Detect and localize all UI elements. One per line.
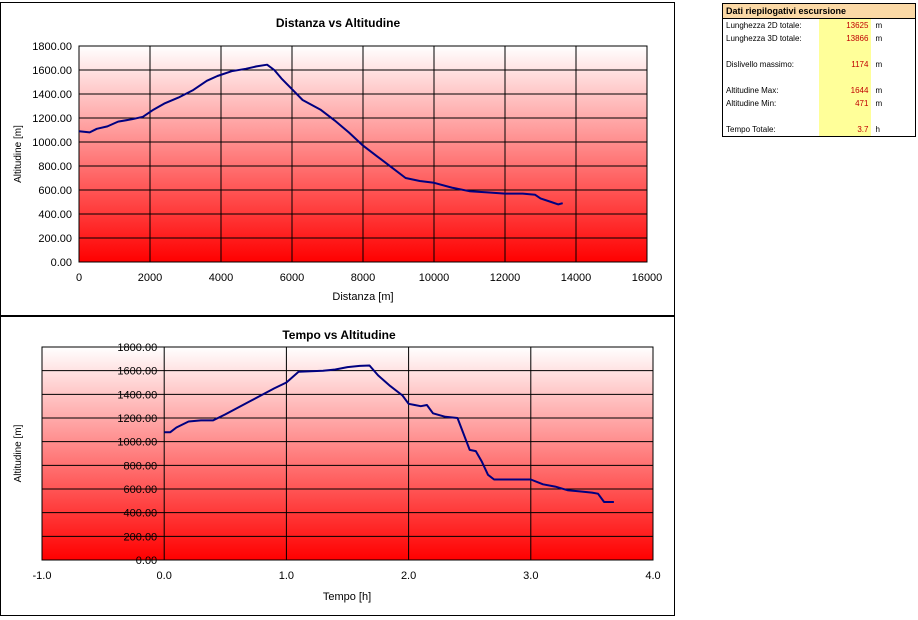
summary-value: 471 — [818, 97, 872, 110]
summary-label: Altitudine Min: — [726, 99, 777, 108]
y-tick-label: 800.00 — [38, 161, 72, 173]
summary-row-dislivello: Dislivello massimo: 1174 m — [723, 58, 915, 71]
summary-row-alt-max: Altitudine Max: 1644 m — [723, 84, 915, 97]
summary-title: Dati riepilogativi escursione — [723, 4, 915, 19]
x-tick-label: 10000 — [419, 272, 450, 284]
y-tick-label: 1400.00 — [32, 89, 72, 101]
y-tick-label: 1600.00 — [32, 65, 72, 77]
summary-value: 1174 — [818, 58, 872, 71]
summary-value: 3.7 — [818, 123, 872, 136]
x-tick-label: 4.0 — [645, 570, 660, 582]
x-tick-label: 3.0 — [523, 570, 538, 582]
altitude-series-line — [164, 364, 614, 503]
y-tick-label: 200.00 — [124, 531, 158, 543]
y-tick-label: 600.00 — [124, 484, 158, 496]
x-tick-label: 1.0 — [279, 570, 294, 582]
y-tick-label: 1000.00 — [117, 437, 157, 449]
summary-row-3d: Lunghezza 3D totale: 13866 m — [723, 32, 915, 45]
summary-unit: m — [875, 34, 883, 43]
x-tick-label: 14000 — [561, 272, 592, 284]
chart-tempo-altitudine: 0.00 200.00 400.00 600.00 800.00 1000.00 1200.… — [0, 316, 675, 616]
y-axis-label: Altitudine [m] — [13, 125, 24, 183]
y-tick-label: 400.00 — [124, 508, 158, 520]
chart-distanza-altitudine: 0.00 200.00 400.00 600.00 800.00 1000.00 1200.… — [0, 2, 675, 316]
y-tick-label: 400.00 — [38, 209, 72, 221]
x-tick-label: 0 — [76, 272, 82, 284]
x-tick-label: 8000 — [351, 272, 375, 284]
x-axis-label: Tempo [h] — [323, 591, 371, 603]
y-tick-label: 1600.00 — [117, 366, 157, 378]
summary-spacer — [723, 110, 915, 123]
y-tick-label: 1800.00 — [117, 342, 157, 354]
x-tick-label: 0.0 — [157, 570, 172, 582]
y-axis-label: Altitudine [m] — [13, 424, 24, 482]
chart-title: Distanza vs Altitudine — [276, 16, 401, 30]
chart-title: Tempo vs Altitudine — [282, 328, 396, 342]
summary-unit: h — [875, 125, 880, 134]
y-tick-label: 600.00 — [38, 185, 72, 197]
summary-unit: m — [875, 21, 883, 30]
plot-border — [41, 346, 654, 561]
summary-value: 1644 — [818, 84, 872, 97]
summary-label: Lunghezza 3D totale: — [726, 34, 802, 43]
x-tick-label: 16000 — [632, 272, 663, 284]
summary-label: Altitudine Max: — [726, 86, 779, 95]
summary-row-alt-min: Altitudine Min: 471 m — [723, 97, 915, 110]
y-tick-label: 1200.00 — [32, 113, 72, 125]
plot-area — [42, 347, 653, 560]
summary-panel: Dati riepilogativi escursione Lunghezza … — [722, 3, 916, 137]
summary-label: Lunghezza 2D totale: — [726, 21, 802, 30]
x-tick-label: 4000 — [209, 272, 233, 284]
y-tick-label: 1400.00 — [117, 389, 157, 401]
y-tick-label: 200.00 — [38, 233, 72, 245]
summary-label: Dislivello massimo: — [726, 60, 795, 69]
chart-svg-tempo: 0.00 200.00 400.00 600.00 800.00 1000.00 1200.… — [13, 328, 661, 603]
y-tick-label: 1000.00 — [32, 137, 72, 149]
summary-row-tempo: Tempo Totale: 3.7 h — [723, 123, 915, 136]
y-tick-label: 1200.00 — [117, 413, 157, 425]
chart-svg-distanza: 0.00 200.00 400.00 600.00 800.00 1000.00 1200.… — [13, 16, 663, 303]
summary-value: 13866 — [818, 32, 872, 45]
x-tick-label: 2.0 — [401, 570, 416, 582]
summary-spacer — [723, 45, 915, 58]
x-tick-label: -1.0 — [33, 570, 52, 582]
plot-border — [78, 45, 648, 263]
x-tick-label: 6000 — [280, 272, 304, 284]
summary-value: 13625 — [818, 19, 872, 32]
y-tick-label: 1800.00 — [32, 41, 72, 53]
summary-unit: m — [875, 99, 883, 108]
y-tick-label: 0.00 — [51, 257, 72, 269]
altitude-series-line — [78, 63, 563, 206]
x-tick-label: 2000 — [138, 272, 162, 284]
summary-spacer — [723, 71, 915, 84]
summary-unit: m — [875, 60, 883, 69]
summary-unit: m — [875, 86, 883, 95]
summary-row-2d: Lunghezza 2D totale: 13625 m — [723, 19, 915, 32]
y-tick-label: 0.00 — [136, 555, 157, 567]
x-axis-label: Distanza [m] — [332, 291, 393, 303]
x-tick-label: 12000 — [490, 272, 521, 284]
summary-label: Tempo Totale: — [726, 125, 776, 134]
y-tick-label: 800.00 — [124, 460, 158, 472]
